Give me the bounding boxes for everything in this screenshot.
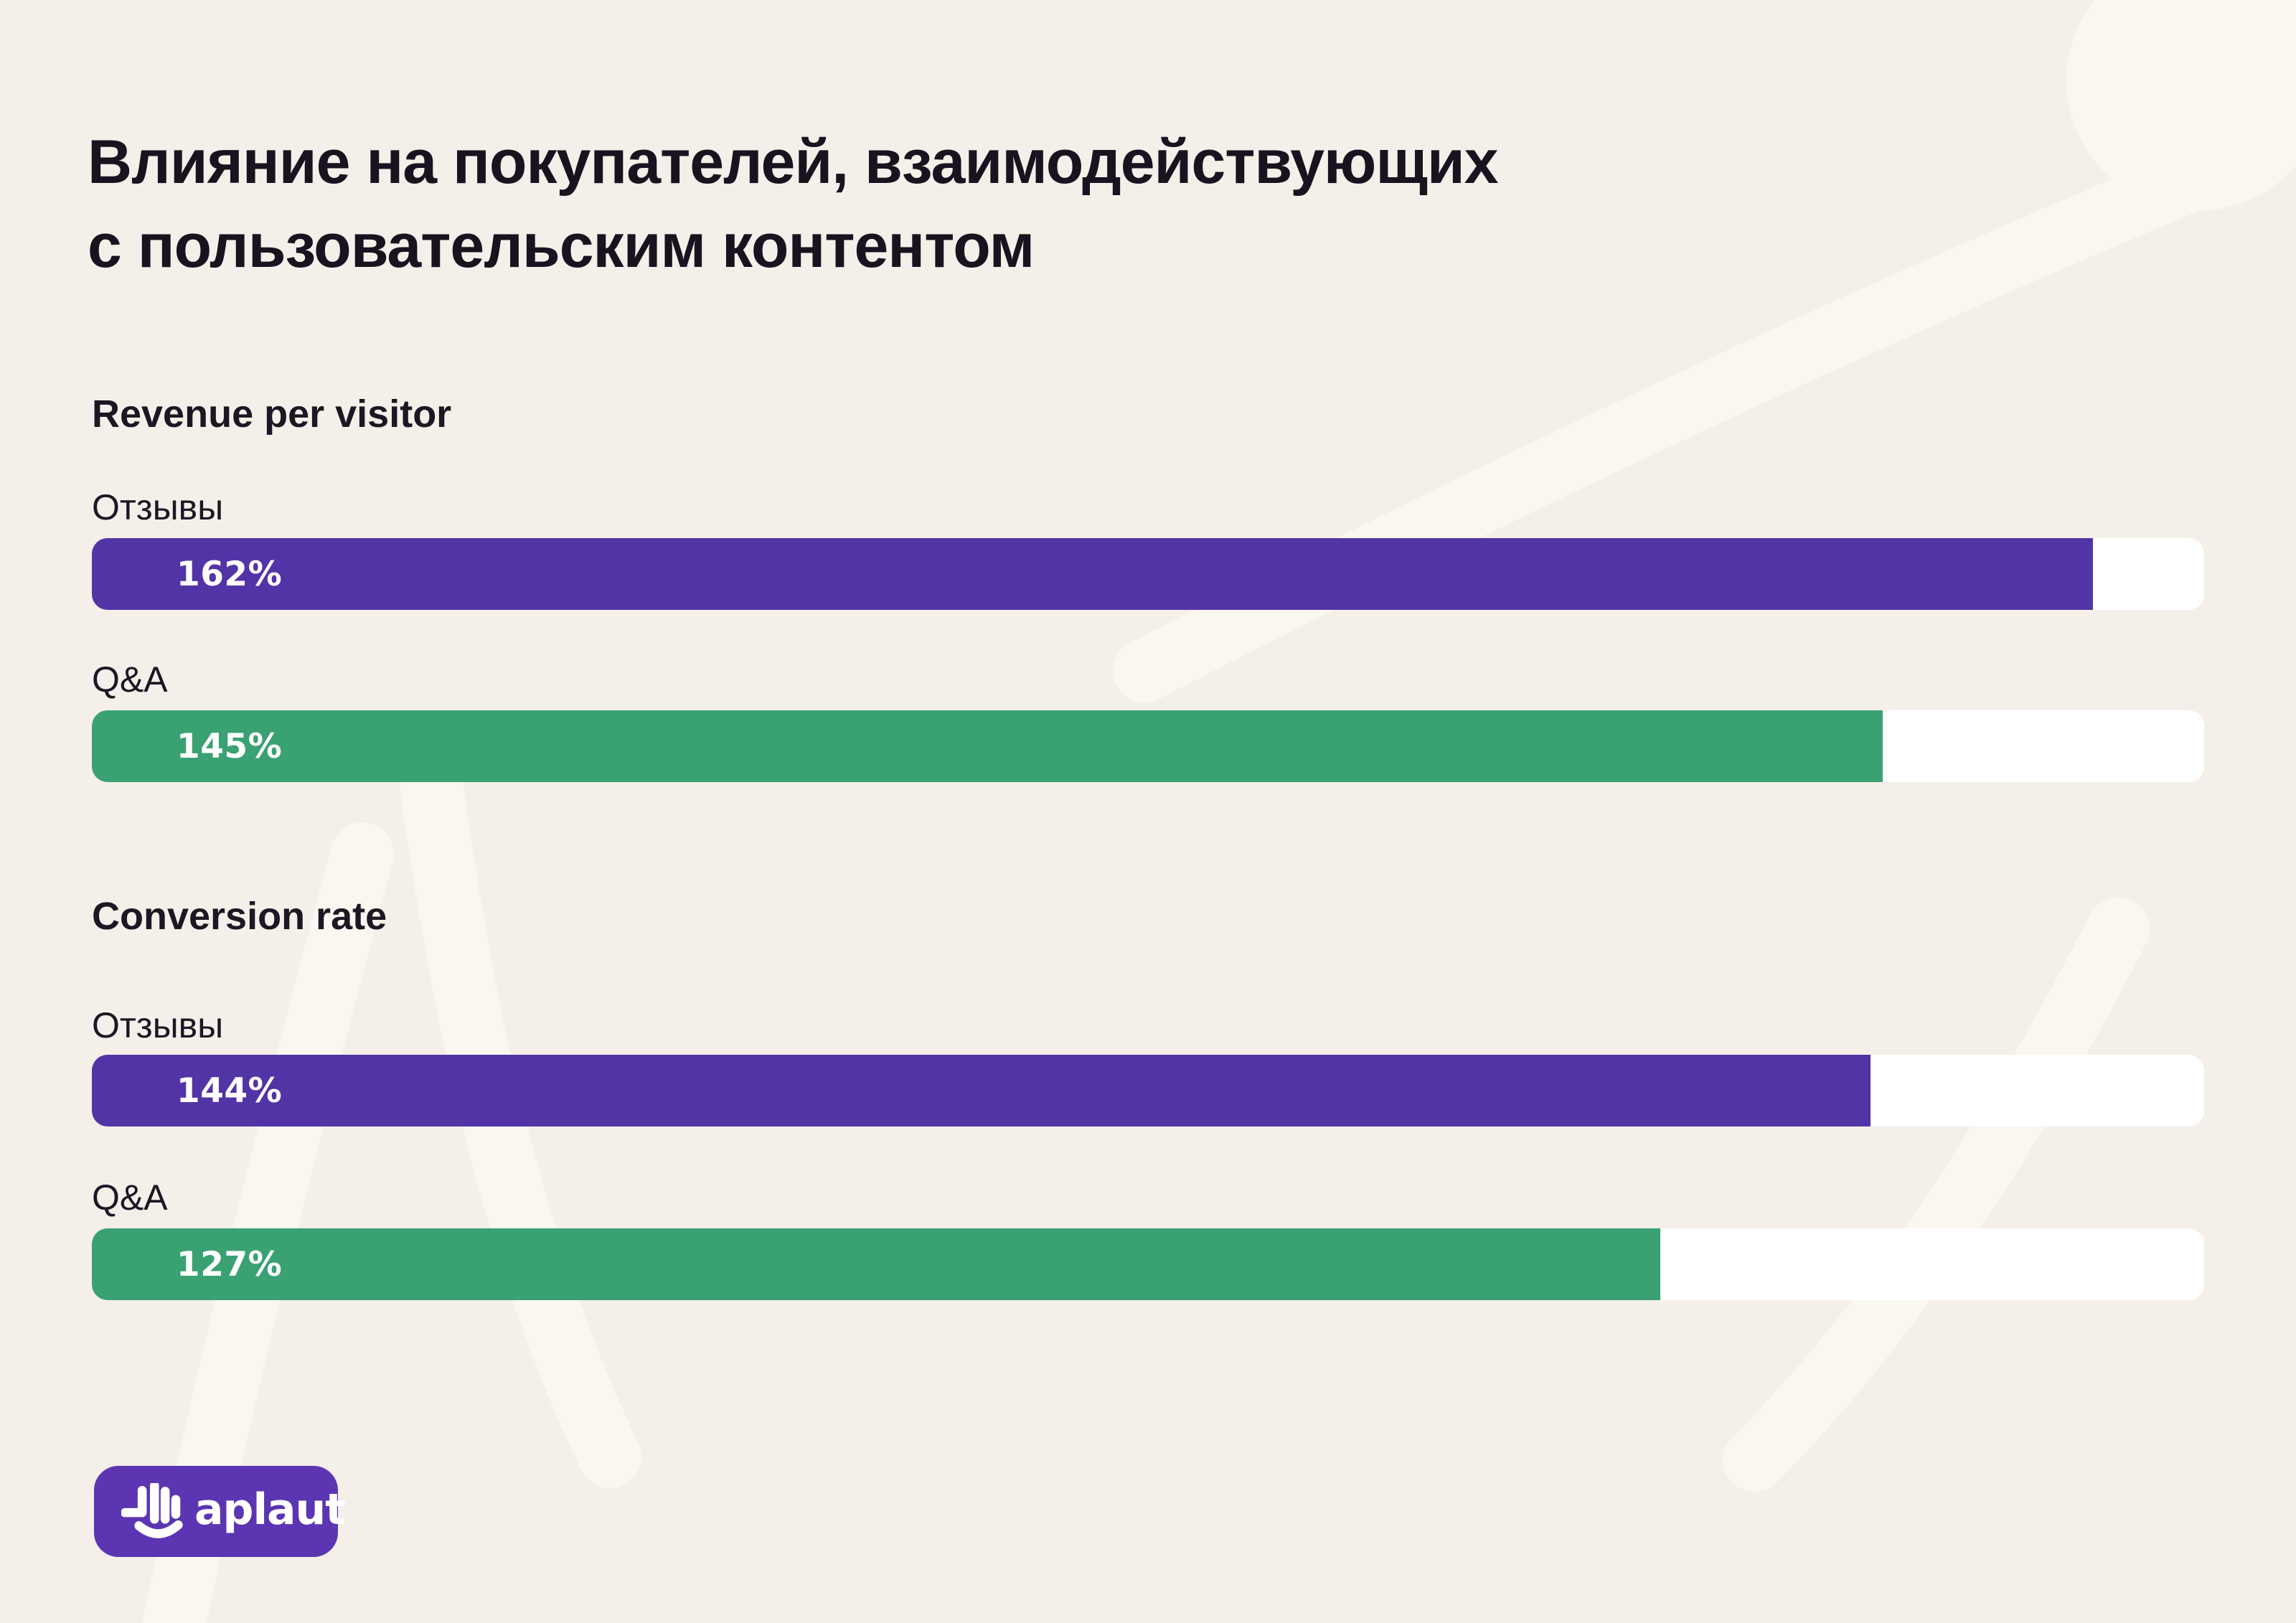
bar-track: 144% bbox=[92, 1055, 2204, 1126]
page-title-line-2: с пользовательским контентом bbox=[88, 212, 1035, 281]
bar-label-reviews-conversion: Отзывы bbox=[92, 1005, 224, 1045]
page-title: Влияние на покупателей, взаимодействующи… bbox=[88, 121, 1499, 290]
bar-track: 145% bbox=[92, 710, 2204, 782]
bar-track: 127% bbox=[92, 1228, 2204, 1300]
bar-value: 144% bbox=[177, 1071, 283, 1111]
decor-stripes bbox=[143, 123, 2285, 1623]
decor-blob-circle bbox=[2066, 0, 2296, 211]
page-title-line-1: Влияние на покупателей, взаимодействующи… bbox=[88, 127, 1499, 197]
bar-label-reviews-revenue: Отзывы bbox=[92, 487, 224, 527]
section-heading-revenue-per-visitor: Revenue per visitor bbox=[92, 392, 452, 436]
section-heading-conversion-rate: Conversion rate bbox=[92, 895, 387, 938]
bar-fill-reviews-conversion: 144% bbox=[92, 1055, 1871, 1126]
bar-value: 162% bbox=[177, 554, 283, 594]
bar-fill-reviews-revenue: 162% bbox=[92, 538, 2094, 610]
logo-text: aplaut bbox=[194, 1484, 346, 1535]
bar-value: 145% bbox=[177, 726, 283, 766]
clap-hand-icon bbox=[121, 1482, 183, 1538]
bar-label-qa-conversion: Q&A bbox=[92, 1177, 168, 1218]
bar-fill-qa-conversion: 127% bbox=[92, 1228, 1661, 1300]
bar-track: 162% bbox=[92, 538, 2204, 610]
bar-fill-qa-revenue: 145% bbox=[92, 710, 1883, 782]
aplaut-logo: aplaut bbox=[94, 1466, 346, 1557]
bar-label-qa-revenue: Q&A bbox=[92, 659, 168, 700]
bar-value: 127% bbox=[177, 1244, 283, 1284]
